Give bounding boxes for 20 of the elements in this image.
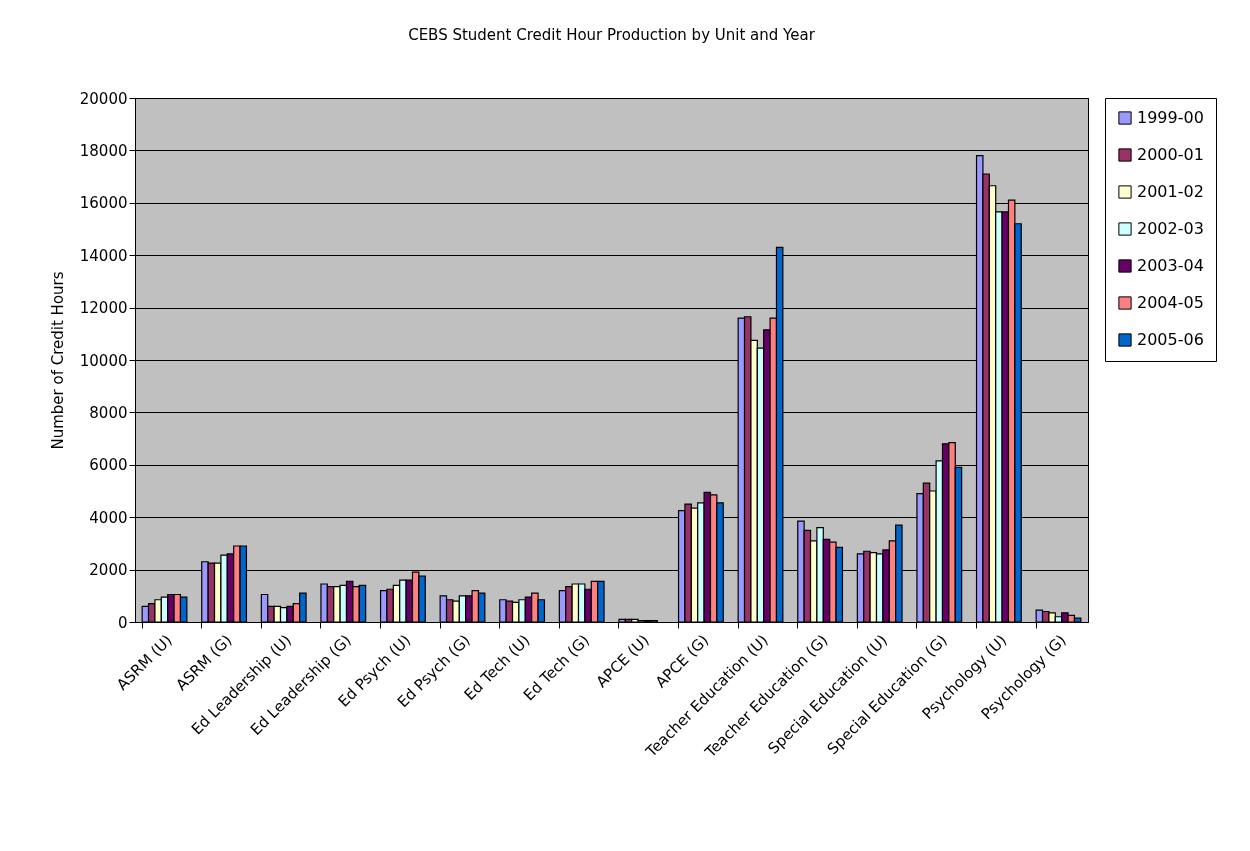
y-tick-label: 0 bbox=[117, 613, 128, 632]
y-tick-label: 14000 bbox=[79, 246, 128, 265]
legend-label: 2003-04 bbox=[1137, 256, 1204, 275]
y-tick-label: 10000 bbox=[79, 351, 128, 370]
legend-label: 2005-06 bbox=[1137, 330, 1204, 349]
legend-label: 2004-05 bbox=[1137, 293, 1204, 312]
y-tick-label: 20000 bbox=[79, 89, 128, 108]
legend-label: 1999-00 bbox=[1137, 108, 1204, 127]
legend-label: 2000-01 bbox=[1137, 145, 1204, 164]
y-tick-label: 18000 bbox=[79, 141, 128, 160]
chart-title: CEBS Student Credit Hour Production by Unit and Year bbox=[408, 26, 816, 44]
legend-label: 2002-03 bbox=[1137, 219, 1204, 238]
y-tick-label: 4000 bbox=[89, 508, 128, 527]
y-tick-label: 8000 bbox=[89, 403, 128, 422]
legend-label: 2001-02 bbox=[1137, 182, 1204, 201]
y-axis-title: Number of Credit Hours bbox=[48, 271, 67, 450]
y-tick-label: 12000 bbox=[79, 299, 128, 318]
y-tick-label: 2000 bbox=[89, 561, 128, 580]
y-tick-label: 16000 bbox=[79, 194, 128, 213]
y-tick-label: 6000 bbox=[89, 456, 128, 475]
